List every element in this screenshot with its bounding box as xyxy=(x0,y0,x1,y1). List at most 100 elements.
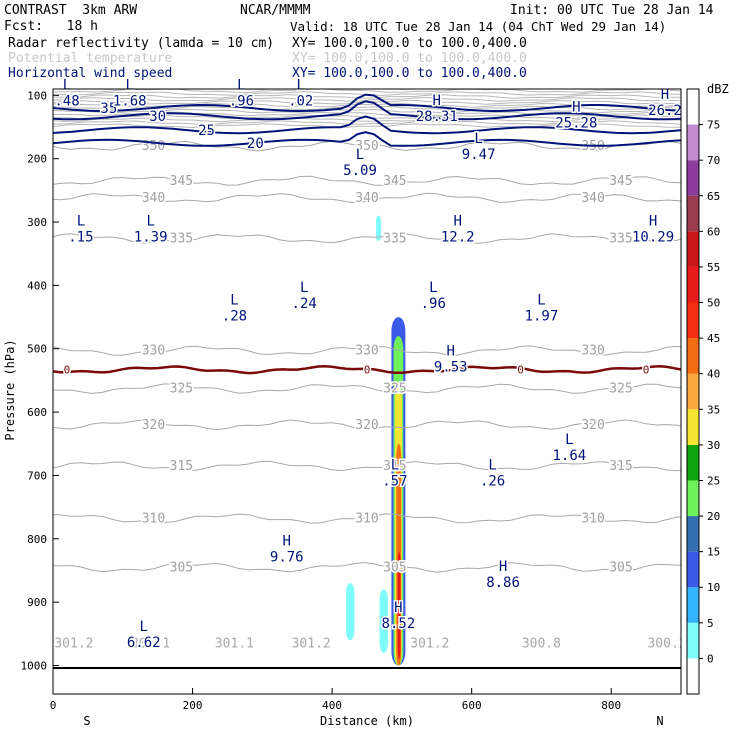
wind-contour-35 xyxy=(53,93,681,113)
theta-contour-label: 320 xyxy=(581,418,604,433)
colorbar-tick-label: 10 xyxy=(707,581,720,594)
extremum-low: L.02 xyxy=(287,76,315,111)
extremum-type: L xyxy=(488,457,496,473)
colorbar-swatch xyxy=(687,444,699,481)
colorbar-tick-label: 50 xyxy=(707,297,720,310)
colorbar-unit: dBZ xyxy=(707,82,729,96)
extremum-type: L xyxy=(429,280,437,296)
theta-contour-label: 330 xyxy=(142,344,165,359)
x-axis-label: Distance (km) xyxy=(320,714,414,728)
theta-contour-330 xyxy=(53,345,681,356)
theta-contour-label: 305 xyxy=(170,560,193,575)
extremum-value: 5.09 xyxy=(343,163,377,179)
theta-contour-label: 350 xyxy=(355,139,378,154)
extremum-value: 10.29 xyxy=(632,230,674,246)
extremum-type: L xyxy=(146,214,154,230)
strat-theta-line xyxy=(53,89,681,94)
colorbar-tick-label: 45 xyxy=(707,332,720,345)
theta-contour-label: 345 xyxy=(609,174,632,189)
theta-contour-345 xyxy=(53,175,681,187)
x-endpoint-left: S xyxy=(83,714,90,728)
extremum-value: 9.47 xyxy=(462,147,496,163)
theta-contour-label: 345 xyxy=(170,174,193,189)
colorbar-swatch xyxy=(687,338,699,374)
extremum-low: L1.64 xyxy=(551,431,588,466)
theta-contour-label: 310 xyxy=(581,512,604,527)
colorbar-swatch xyxy=(687,409,699,445)
extremum-value: 1.68 xyxy=(113,93,147,109)
colorbar-tick-label: 40 xyxy=(707,368,720,381)
freezing-level-line xyxy=(53,364,681,375)
extremum-value: .26 xyxy=(480,473,505,489)
field-reflectivity: Radar reflectivity (lamda = 10 cm) xyxy=(8,36,275,51)
colorbar-swatch xyxy=(687,622,699,659)
y-tick-label: 1000 xyxy=(21,659,48,672)
reflectivity-cell xyxy=(346,583,355,641)
extremum-high: H8.52 xyxy=(380,598,417,633)
theta-contour-label: 340 xyxy=(355,191,378,206)
theta-contour-label: 320 xyxy=(142,418,165,433)
colorbar-tick-label: 65 xyxy=(707,190,720,203)
strat-theta-line xyxy=(53,94,681,99)
colorbar-swatch xyxy=(687,266,699,303)
extremum-value: .02 xyxy=(288,93,313,109)
reflectivity-cell xyxy=(397,551,401,660)
colorbar-swatch xyxy=(687,373,699,410)
x-tick-label: 600 xyxy=(462,699,482,712)
extremum-high: H10.29 xyxy=(631,212,676,247)
colorbar-tick-label: 55 xyxy=(707,261,720,274)
extremum-value: 1.64 xyxy=(552,448,586,464)
extremum-value: 25.28 xyxy=(555,116,597,132)
theta-contour-label: 305 xyxy=(383,560,406,575)
theta-contour-label: 310 xyxy=(355,512,378,527)
wind-contour-label: 30 xyxy=(149,109,166,125)
theta-contour-310 xyxy=(53,513,681,524)
theta-surface-label: 301.1 xyxy=(131,636,170,651)
field-wind: Horizontal wind speed xyxy=(8,66,173,81)
strat-theta-line xyxy=(53,108,681,114)
extremum-type: L xyxy=(77,214,85,230)
theta-contour-label: 315 xyxy=(609,459,632,474)
theta-surface-label: 301.2 xyxy=(54,636,93,651)
wind-contour-label: 35 xyxy=(100,101,117,117)
colorbar-tick-label: 70 xyxy=(707,154,720,167)
colorbar-tick-label: 60 xyxy=(707,225,720,238)
colorbar-swatch xyxy=(687,302,699,339)
extremum-type: H xyxy=(572,100,580,116)
x-tick-label: 0 xyxy=(50,699,57,712)
extremum-low: L1.97 xyxy=(523,291,560,326)
extremum-type: L xyxy=(537,293,545,309)
extremum-value: 26.2 xyxy=(648,103,682,119)
extremum-low: L6.62 xyxy=(125,617,162,652)
colorbar-swatch xyxy=(687,551,699,588)
extremum-value: 1.39 xyxy=(134,230,168,246)
freezing-level-label: 0 xyxy=(364,364,371,377)
extremum-value: .96 xyxy=(229,93,254,109)
reflectivity-cell xyxy=(379,589,388,653)
freezing-level-label: 0 xyxy=(517,364,524,377)
theta-surface-label: 300.8 xyxy=(522,636,561,651)
extremum-low: L.57 xyxy=(381,456,409,491)
extremum-type: H xyxy=(453,214,461,230)
extremum-high: H9.76 xyxy=(268,532,305,567)
x-endpoint-right: N xyxy=(656,714,663,728)
y-tick-label: 200 xyxy=(27,153,47,166)
header-org: NCAR/MMMM xyxy=(240,3,311,18)
colorbar-swatch xyxy=(687,231,699,267)
colorbar-swatch xyxy=(687,160,699,196)
theta-contour-label: 325 xyxy=(170,382,193,397)
wind-contour-20 xyxy=(53,131,681,147)
header-fcst: Fcst: 18 h xyxy=(4,19,98,34)
extremum-low: L.15 xyxy=(67,212,95,247)
extremum-type: L xyxy=(230,293,238,309)
colorbar-tick-label: 5 xyxy=(707,617,714,630)
y-tick-label: 400 xyxy=(27,279,47,292)
colorbar-tick-label: 25 xyxy=(707,474,720,487)
extremum-value: .15 xyxy=(68,230,93,246)
plot-frame xyxy=(52,88,682,695)
theta-surface-label: 301.2 xyxy=(410,636,449,651)
extremum-value: .48 xyxy=(54,93,79,109)
y-tick-label: 700 xyxy=(27,469,47,482)
extremum-type: H xyxy=(499,559,507,575)
theta-contour-label: 335 xyxy=(609,232,632,247)
